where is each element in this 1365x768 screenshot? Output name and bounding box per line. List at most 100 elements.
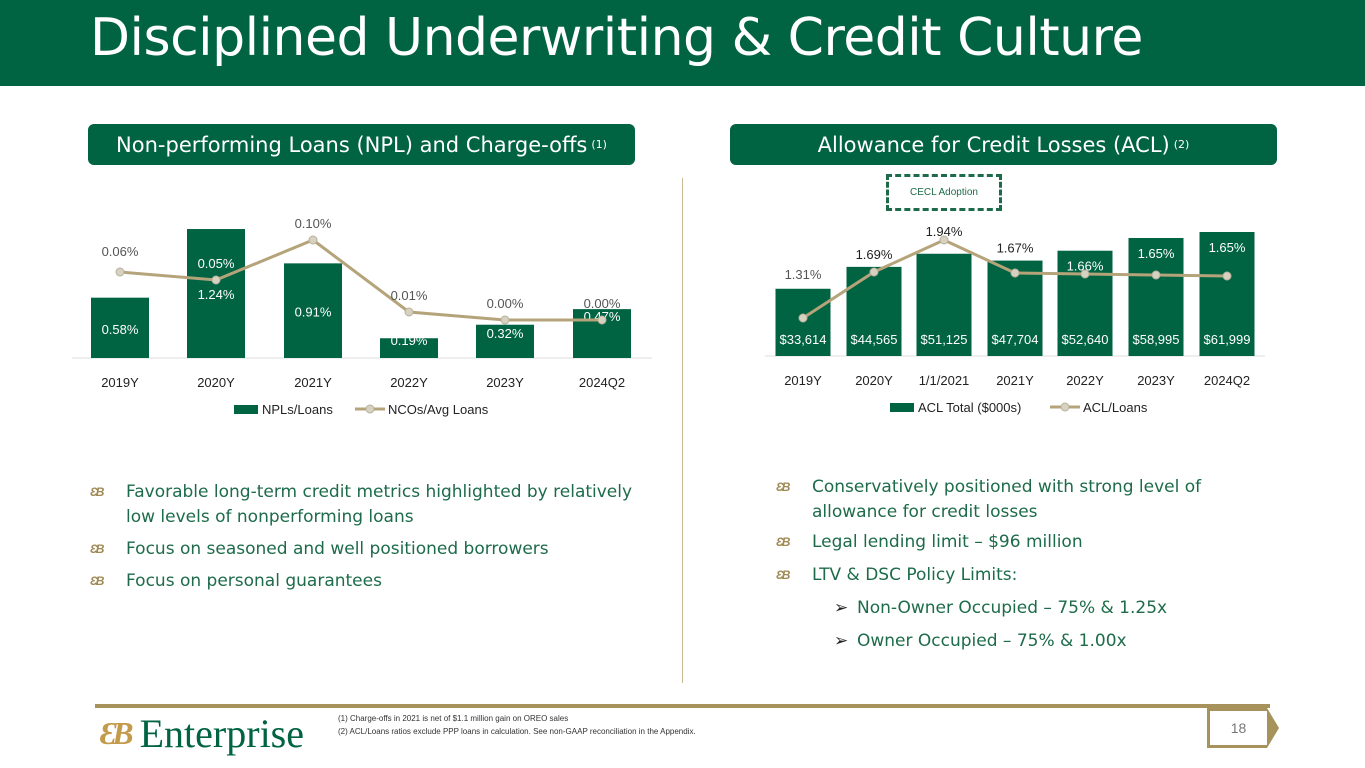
bullet-icon: ƐB [90, 485, 104, 499]
footnote-ref: (2) [1173, 138, 1190, 151]
line-label: 0.01% [391, 288, 428, 303]
divider [682, 178, 683, 683]
line-point [308, 235, 318, 245]
line-label: 1.67% [997, 241, 1034, 256]
line-point [1151, 270, 1161, 280]
x-tick-label: 2024Q2 [579, 375, 625, 390]
line-label: 1.69% [856, 247, 893, 262]
policy-sub-bullet: Owner Occupied – 75% & 1.00x [857, 631, 1127, 651]
x-tick-label: 2020Y [197, 375, 235, 390]
line-label: 0.06% [102, 244, 139, 259]
bar-label: 0.19% [391, 333, 428, 348]
x-tick-label: 2022Y [1066, 373, 1104, 388]
line-point [1010, 268, 1020, 278]
bar-label: $33,614 [780, 332, 827, 347]
acl-heading-text: Allowance for Credit Losses (ACL) [817, 132, 1170, 157]
arrow-bullet-icon: ➢ [834, 631, 849, 651]
line-label: 1.66% [1067, 259, 1104, 274]
legend-bar-swatch [234, 405, 258, 414]
cecl-annotation: CECL Adoption [886, 174, 1002, 211]
bar-label: 0.32% [487, 326, 524, 341]
footnote-ref: (1) [591, 138, 607, 151]
line-label: 1.65% [1209, 240, 1246, 255]
line-label: 1.65% [1138, 246, 1175, 261]
line-point [798, 313, 808, 323]
bar-label: 0.91% [295, 304, 332, 319]
bar [187, 229, 245, 358]
line-point [939, 235, 949, 245]
bullet-icon: ƐB [90, 542, 104, 556]
bar-label: 1.24% [198, 287, 235, 302]
bar [1057, 250, 1113, 356]
page-title: Disciplined Underwriting & Credit Cultur… [90, 8, 1143, 68]
legend-line-label: ACL/Loans [1083, 400, 1148, 415]
npl-heading-text: Non-performing Loans (NPL) and Charge-of… [116, 132, 588, 157]
bar [846, 266, 902, 356]
legend-bar-label: ACL Total ($000s) [918, 400, 1021, 415]
line-point [211, 275, 221, 285]
enterprise-logo: ƐB Enterprise [100, 710, 304, 757]
acl-bullet: Legal lending limit – $96 million [812, 532, 1083, 552]
x-tick-label: 2020Y [855, 373, 893, 388]
x-tick-label: 2024Q2 [1204, 373, 1250, 388]
arrow-bullet-icon: ➢ [834, 598, 849, 618]
page-number: 18 [1207, 708, 1279, 748]
bar-label: $44,565 [851, 332, 898, 347]
npl-bullet: Focus on personal guarantees [126, 571, 382, 591]
x-tick-label: 2022Y [390, 375, 428, 390]
line-series [119, 238, 602, 322]
logo-mark-icon: ƐB [100, 715, 134, 751]
x-tick-label: 2019Y [784, 373, 822, 388]
header-band: Disciplined Underwriting & Credit Cultur… [0, 0, 1365, 86]
npl-heading: Non-performing Loans (NPL) and Charge-of… [88, 124, 635, 165]
policy-sub-bullet: Non-Owner Occupied – 75% & 1.25x [857, 598, 1168, 618]
line-label: 1.94% [926, 224, 963, 239]
bar [916, 253, 972, 356]
bar [380, 338, 438, 358]
line-label: 0.00% [584, 296, 621, 311]
bar-label: $58,995 [1133, 332, 1180, 347]
bullet-icon: ƐB [776, 535, 790, 549]
bullet-icon: ƐB [776, 568, 790, 582]
bullet-icon: ƐB [90, 574, 104, 588]
line-point [115, 267, 125, 277]
x-tick-label: 2019Y [101, 375, 139, 390]
line-label: 0.05% [198, 256, 235, 271]
x-tick-label: 1/1/2021 [919, 373, 970, 388]
line-point [1080, 269, 1090, 279]
bar [1199, 232, 1255, 356]
line-point [869, 267, 879, 277]
bar-label: $52,640 [1062, 332, 1109, 347]
legend-line-marker [1060, 402, 1070, 412]
bullet-icon: ƐB [776, 480, 790, 494]
line-label: 0.00% [487, 296, 524, 311]
bar-label: $47,704 [992, 332, 1039, 347]
npl-bullet: Favorable long-term credit metrics highl… [126, 482, 633, 527]
x-tick-label: 2023Y [486, 375, 524, 390]
bar-label: 0.58% [102, 322, 139, 337]
legend-line-marker [365, 404, 375, 414]
logo-text: Enterprise [139, 711, 304, 756]
legend-bar-label: NPLs/Loans [262, 402, 333, 417]
acl-bullet: LTV & DSC Policy Limits: [812, 565, 1018, 585]
legend-bar-swatch [890, 403, 914, 412]
footnote-2: (2) ACL/Loans ratios exclude PPP loans i… [338, 727, 696, 736]
legend-line-label: NCOs/Avg Loans [388, 402, 489, 417]
bar [91, 297, 149, 358]
line-point [597, 315, 607, 325]
bar [284, 263, 342, 358]
line-label: 1.31% [785, 267, 822, 282]
x-tick-label: 2021Y [294, 375, 332, 390]
footer-rule [95, 704, 1270, 708]
bar-label: $51,125 [921, 332, 968, 347]
npl-bullet: Focus on seasoned and well positioned bo… [126, 539, 549, 559]
line-point [500, 315, 510, 325]
x-tick-label: 2021Y [996, 373, 1034, 388]
bar [476, 324, 534, 358]
acl-heading: Allowance for Credit Losses (ACL) (2) [730, 124, 1277, 165]
bar-label: $61,999 [1204, 332, 1251, 347]
line-point [404, 307, 414, 317]
x-tick-label: 2023Y [1137, 373, 1175, 388]
bar [1128, 238, 1184, 356]
